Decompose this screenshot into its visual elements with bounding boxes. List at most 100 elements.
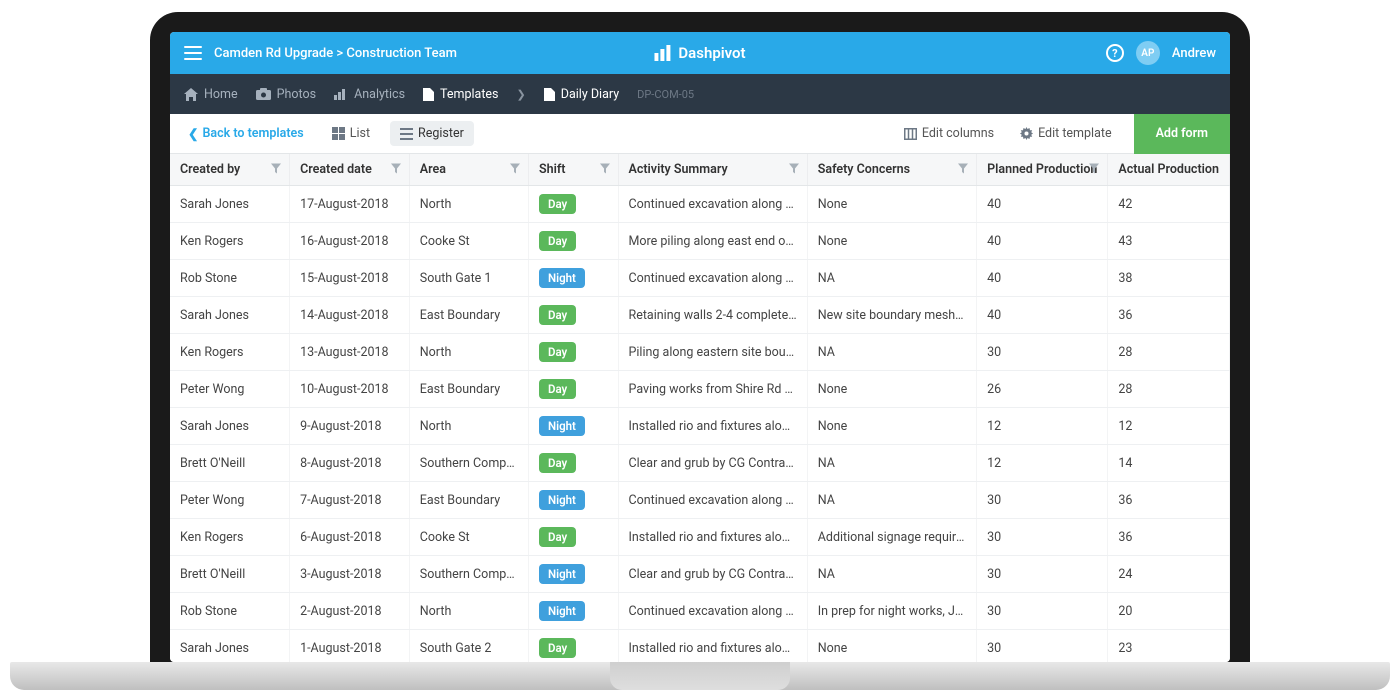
doc-icon (544, 88, 555, 101)
column-header-created_date[interactable]: Created date (290, 154, 410, 186)
register-view-button[interactable]: Register (390, 121, 474, 146)
table-row[interactable]: Ken Rogers13-August-2018NorthDayPiling a… (170, 334, 1230, 371)
cell-safety: NA (807, 556, 976, 593)
column-header-created_by[interactable]: Created by (170, 154, 290, 186)
edit-columns-label: Edit columns (922, 126, 994, 141)
cell-created_date: 14-August-2018 (290, 297, 410, 334)
register-table-wrap: Created byCreated dateAreaShiftActivity … (170, 154, 1230, 662)
cell-created_by: Brett O'Neill (170, 556, 290, 593)
logo-icon (654, 45, 672, 61)
cell-area: East Boundary (409, 371, 528, 408)
filter-icon[interactable] (600, 162, 610, 177)
cell-area: North (409, 593, 528, 630)
topbar-right: ? AP Andrew (1106, 41, 1216, 65)
nav-templates[interactable]: Templates (423, 87, 498, 102)
shift-badge: Night (539, 490, 585, 510)
column-header-safety[interactable]: Safety Concerns (807, 154, 976, 186)
cell-area: East Boundary (409, 297, 528, 334)
filter-icon[interactable] (391, 162, 401, 177)
column-header-planned[interactable]: Planned Production (977, 154, 1108, 186)
home-icon (184, 88, 198, 101)
help-icon[interactable]: ? (1106, 44, 1124, 62)
shift-badge: Night (539, 416, 585, 436)
filter-icon[interactable] (271, 162, 281, 177)
shift-badge: Night (539, 268, 585, 288)
topbar: Camden Rd Upgrade > Construction Team Da… (170, 32, 1230, 74)
cell-created_by: Ken Rogers (170, 223, 290, 260)
doc-id: DP-COM-05 (637, 88, 694, 101)
column-header-actual[interactable]: Actual Production (1108, 154, 1230, 186)
cell-activity: Piling along eastern site boundary... (618, 334, 807, 371)
cell-safety: None (807, 371, 976, 408)
cell-planned: 30 (977, 519, 1108, 556)
nav-analytics[interactable]: Analytics (334, 87, 405, 102)
cell-actual: 14 (1108, 445, 1230, 482)
cell-actual: 36 (1108, 519, 1230, 556)
filter-icon[interactable] (510, 162, 520, 177)
cell-safety: None (807, 186, 976, 223)
table-row[interactable]: Rob Stone2-August-2018NorthNightContinue… (170, 593, 1230, 630)
table-row[interactable]: Sarah Jones14-August-2018East BoundaryDa… (170, 297, 1230, 334)
back-to-templates-link[interactable]: ❮ Back to templates (180, 122, 312, 146)
nav-label: Analytics (354, 87, 405, 102)
avatar[interactable]: AP (1136, 41, 1160, 65)
cell-area: Southern Compound (409, 445, 528, 482)
nav-sub-label: Daily Diary (561, 87, 619, 102)
shift-badge: Day (539, 527, 576, 547)
filter-icon[interactable] (789, 162, 799, 177)
edit-template-button[interactable]: Edit template (1010, 121, 1122, 146)
cell-safety: In prep for night works, James... (807, 593, 976, 630)
cell-activity: Continued excavation along the ea... (618, 260, 807, 297)
table-header-row: Created byCreated dateAreaShiftActivity … (170, 154, 1230, 186)
filter-icon[interactable] (958, 162, 968, 177)
list-view-button[interactable]: List (322, 121, 380, 146)
cell-actual: 12 (1108, 408, 1230, 445)
menu-icon[interactable] (184, 46, 202, 60)
cell-shift: Day (528, 445, 618, 482)
laptop-notch (610, 662, 790, 690)
edit-columns-button[interactable]: Edit columns (894, 121, 1004, 146)
column-header-activity[interactable]: Activity Summary (618, 154, 807, 186)
column-header-shift[interactable]: Shift (528, 154, 618, 186)
chart-icon (334, 88, 348, 100)
grid-icon (332, 127, 345, 140)
table-row[interactable]: Ken Rogers6-August-2018Cooke StDayInstal… (170, 519, 1230, 556)
table-row[interactable]: Brett O'Neill3-August-2018Southern Compo… (170, 556, 1230, 593)
table-row[interactable]: Peter Wong7-August-2018East BoundaryNigh… (170, 482, 1230, 519)
register-label: Register (418, 126, 464, 141)
table-row[interactable]: Rob Stone15-August-2018South Gate 1Night… (170, 260, 1230, 297)
shift-badge: Day (539, 379, 576, 399)
nav-sub-template[interactable]: Daily Diary (544, 87, 619, 102)
table-row[interactable]: Ken Rogers16-August-2018Cooke StDayMore … (170, 223, 1230, 260)
add-form-button[interactable]: Add form (1134, 114, 1230, 154)
table-row[interactable]: Sarah Jones17-August-2018NorthDayContinu… (170, 186, 1230, 223)
table-row[interactable]: Sarah Jones9-August-2018NorthNightInstal… (170, 408, 1230, 445)
cell-area: East Boundary (409, 482, 528, 519)
cell-area: Cooke St (409, 223, 528, 260)
cell-planned: 30 (977, 482, 1108, 519)
cell-created_by: Peter Wong (170, 482, 290, 519)
cell-actual: 36 (1108, 482, 1230, 519)
cell-shift: Night (528, 593, 618, 630)
cell-activity: Continued excavation along the ea... (618, 186, 807, 223)
cell-actual: 43 (1108, 223, 1230, 260)
nav-photos[interactable]: Photos (256, 87, 316, 102)
cell-created_date: 9-August-2018 (290, 408, 410, 445)
table-row[interactable]: Brett O'Neill8-August-2018Southern Compo… (170, 445, 1230, 482)
username[interactable]: Andrew (1172, 46, 1216, 61)
cell-planned: 12 (977, 408, 1108, 445)
app-title: Dashpivot (654, 44, 745, 62)
cell-planned: 30 (977, 334, 1108, 371)
doc-icon (423, 88, 434, 101)
cell-safety: NA (807, 482, 976, 519)
breadcrumb[interactable]: Camden Rd Upgrade > Construction Team (214, 46, 457, 61)
cell-shift: Night (528, 482, 618, 519)
table-row[interactable]: Sarah Jones1-August-2018South Gate 2DayI… (170, 630, 1230, 663)
cell-planned: 12 (977, 445, 1108, 482)
nav-home[interactable]: Home (184, 87, 238, 102)
table-row[interactable]: Peter Wong10-August-2018East BoundaryDay… (170, 371, 1230, 408)
shift-badge: Day (539, 453, 576, 473)
filter-icon[interactable] (1089, 162, 1099, 177)
column-header-area[interactable]: Area (409, 154, 528, 186)
cell-activity: More piling along east end of the... (618, 223, 807, 260)
